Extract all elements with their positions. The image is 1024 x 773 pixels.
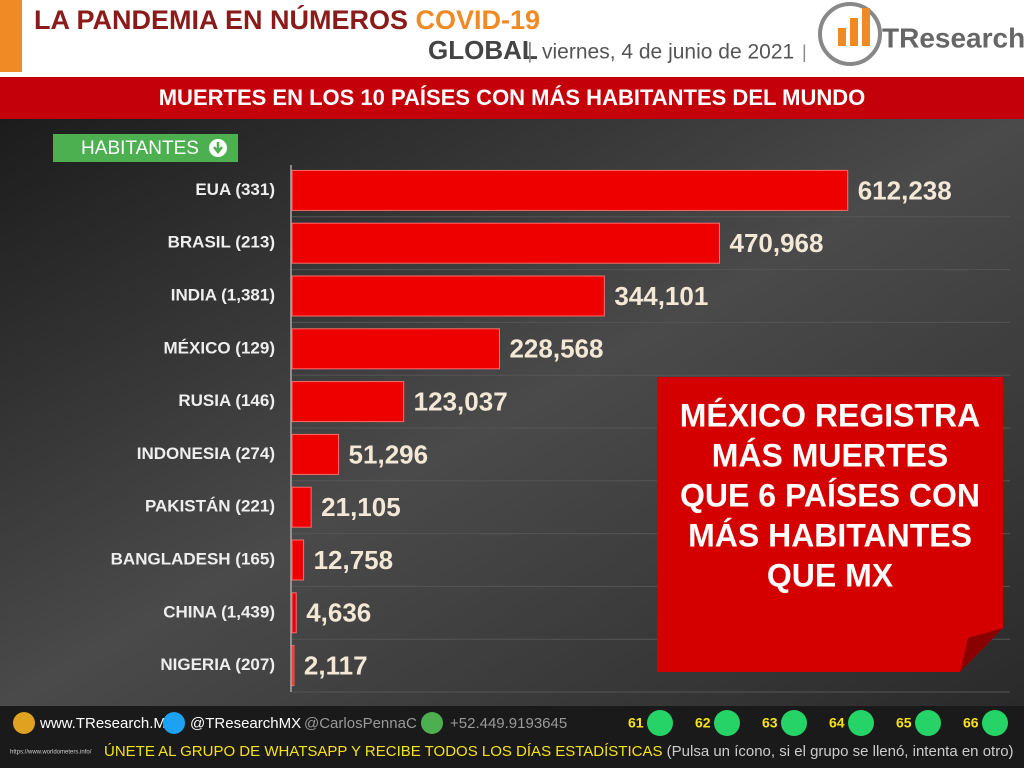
- group-number: 65: [896, 715, 912, 731]
- twitter-icon: [163, 712, 185, 734]
- header-date: viernes, 4 de junio de 2021: [542, 41, 794, 64]
- value-label: 344,101: [614, 281, 708, 311]
- annotation-line: MÁS HABITANTES: [688, 517, 972, 553]
- annotation-line: MÁS MUERTES: [712, 437, 948, 473]
- category-label: CHINA (1,439): [163, 602, 275, 621]
- group-number: 61: [628, 715, 644, 731]
- web-icon: [13, 712, 35, 734]
- category-label: EUA (331): [195, 180, 275, 199]
- bar: [291, 328, 500, 370]
- badge-text: HABITANTES: [81, 138, 199, 159]
- value-label: 228,568: [509, 334, 603, 364]
- group-number: 64: [829, 715, 845, 731]
- bar: [291, 592, 297, 634]
- twitter[interactable]: @TResearchMX: [190, 715, 301, 732]
- whatsapp-icon[interactable]: [915, 710, 941, 736]
- logo-text: TResearch: [882, 22, 1024, 53]
- category-label: MÉXICO (129): [164, 338, 275, 357]
- value-label: 2,117: [304, 650, 368, 680]
- category-label: NIGERIA (207): [160, 655, 275, 674]
- annotation-box: [657, 377, 1003, 672]
- annotation-fold: [960, 628, 1003, 672]
- whatsapp-icon[interactable]: [714, 710, 740, 736]
- category-label: BANGLADESH (165): [111, 549, 275, 568]
- header-scope: GLOBAL: [428, 35, 538, 65]
- value-label: 612,238: [858, 175, 952, 205]
- value-label: 21,105: [321, 492, 401, 522]
- header-accent: [0, 0, 22, 72]
- annotation: MÉXICO REGISTRA MÁS MUERTES QUE 6 PAÍSES C…: [680, 397, 980, 593]
- separator: |: [527, 38, 533, 63]
- bar: [291, 539, 305, 581]
- badge: [53, 134, 238, 162]
- bar: [291, 169, 849, 211]
- phone-icon: [421, 712, 443, 734]
- category-label: PAKISTÁN (221): [145, 497, 275, 516]
- phone: +52.449.9193645: [450, 715, 567, 732]
- header-title: LA PANDEMIA EN NÚMEROS COVID-19: [34, 4, 540, 35]
- value-label: 12,758: [314, 545, 394, 575]
- badge-arrow: [213, 142, 223, 155]
- bar: [291, 433, 340, 475]
- annotation-line: MÉXICO REGISTRA: [680, 397, 980, 433]
- bar: [291, 222, 720, 264]
- group-number: 63: [762, 715, 778, 731]
- footer-call: ÚNETE AL GRUPO DE WHATSAPP Y RECIBE TODO…: [104, 743, 1014, 760]
- logo-icon: [838, 28, 846, 46]
- group-number: 66: [963, 715, 979, 731]
- value-label: 4,636: [306, 598, 371, 628]
- banner: [0, 77, 1024, 119]
- source: https://www.worldometers.info/: [10, 750, 92, 756]
- logo-icon: [850, 18, 858, 46]
- category-label: INDIA (1,381): [171, 285, 275, 304]
- bar: [291, 275, 605, 317]
- whatsapp-icon[interactable]: [647, 710, 673, 736]
- whatsapp-icon[interactable]: [781, 710, 807, 736]
- groups: 61 62 63 64 65 66: [628, 710, 1008, 736]
- annotation-line: QUE MX: [767, 557, 894, 593]
- bar: [291, 486, 312, 528]
- whatsapp-icon[interactable]: [982, 710, 1008, 736]
- category-label: RUSIA (146): [178, 391, 275, 410]
- category-label: INDONESIA (274): [137, 444, 275, 463]
- logo-ring: [818, 2, 882, 66]
- whatsapp-icon[interactable]: [848, 710, 874, 736]
- chart-title: MUERTES EN LOS 10 PAÍSES CON MÁS HABITAN…: [159, 85, 866, 110]
- website[interactable]: www.TResearch.Mx: [39, 715, 174, 732]
- value-label: 470,968: [729, 228, 823, 258]
- bar: [291, 645, 295, 687]
- value-label: 51,296: [349, 439, 429, 469]
- logo-icon: [862, 8, 870, 46]
- value-label: 123,037: [414, 386, 508, 416]
- separator: |: [802, 42, 807, 62]
- twitter2[interactable]: @CarlosPennaC: [304, 715, 417, 732]
- category-label: BRASIL (213): [168, 233, 275, 252]
- group-number: 62: [695, 715, 711, 731]
- bar: [291, 381, 405, 423]
- annotation-line: QUE 6 PAÍSES CON: [680, 477, 980, 513]
